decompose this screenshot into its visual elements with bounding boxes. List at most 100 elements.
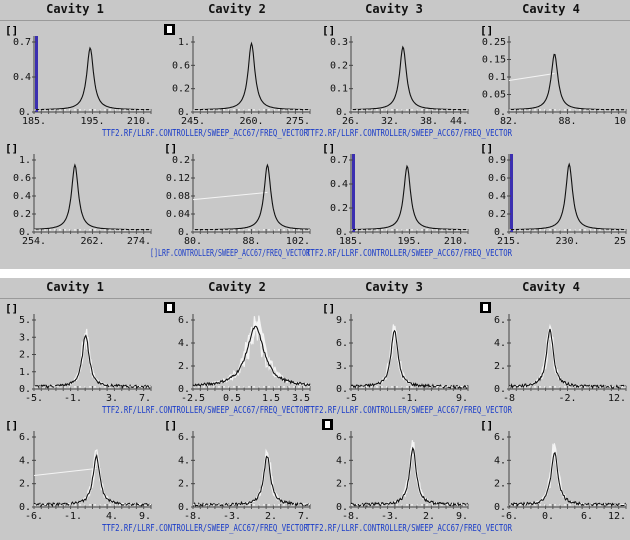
x-tick-label: 195. [397,236,421,247]
y-tick-label: 4. [178,455,190,466]
y-tick-label: 0.3 [330,37,348,48]
y-tick-label: 0. [19,227,31,238]
y-tick-label: 3. [336,361,348,372]
marker-bar [352,154,355,232]
plot-axes [192,154,310,233]
marker-bar [510,154,513,232]
scan-trace [34,336,152,388]
resonance-plot: []1. 0.6 0.4 0.2 0.254. 262. 274. [5,142,152,247]
plots-bottom: []5.3.2.1.0.-5. -1. 3. 7.6.4.2.0.-2.5 0.5 1.5… [5,302,627,534]
scan-trace [508,328,627,388]
resonance-plot: []0.2 0.12 0.08 0.04 0.80. 88. 102. [164,142,311,247]
unit-label: [] [480,142,493,155]
channel-path-label: TTF2.RF/LLRF.CONTROLLER/SWEEP_ACC67/FREQ… [102,128,309,139]
y-tick-label: 0. [336,384,348,395]
x-tick-label: 6. [581,511,593,522]
x-tick-label: -6. [500,511,518,522]
resonance-plot: 6. 4. 2. 0.-2.5 0.5 1.5 3.5 [164,302,311,404]
plot-axes [508,154,626,233]
scan-trace [508,323,626,388]
scan-trace [33,457,151,506]
x-tick-label: 38. [420,116,438,127]
x-tick-label: 80. [184,236,202,247]
plot-axes [508,431,626,508]
channel-path-label: TTF2.RF/LLRF.CONTROLLER/SWEEP_ACC67/FREQ… [102,405,309,416]
scan-trace [193,454,310,506]
resonance-plot: []0.7 0.4 0.185. 195. 210. [5,24,152,127]
x-tick-label: 10 [614,116,626,127]
y-tick-label: 4. [19,455,31,466]
channel-path-label: TTF2.RF/LLRF.CONTROLLER/SWEEP_ACC67/FREQ… [306,405,513,416]
cavity-title: Cavity 2 [208,2,266,16]
y-tick-label: 0.7 [330,155,348,166]
scan-trace [193,456,311,506]
y-tick-label: 3. [19,332,31,343]
resonance-curve [192,455,311,507]
x-tick-label: 9. [456,393,468,404]
unit-box-icon-inner [483,304,488,311]
unit-label: [] [164,419,177,432]
x-tick-label: 3. [106,393,118,404]
plot-axes [192,431,310,508]
scan-trace [350,327,469,388]
plot-axes [508,314,626,390]
scan-trace [350,324,468,388]
cavity-title: Cavity 3 [365,280,423,294]
cavity-title: Cavity 1 [46,280,104,294]
y-tick-label: 0. [178,107,190,118]
channel-path-label: TTF2.RF/LLRF.CONTROLLER/SWEEP_ACC67/FREQ… [306,523,513,534]
scan-trace [351,453,469,506]
x-tick-label: 210. [127,116,151,127]
y-tick-label: 0.4 [488,191,506,202]
resonance-curve [33,334,152,390]
y-tick-label: 0. [494,502,506,513]
resonance-curve [193,41,310,111]
y-tick-label: 4. [178,338,190,349]
x-tick-label: 82. [500,116,518,127]
x-tick-label: 7. [139,393,151,404]
y-tick-label: 0. [336,227,348,238]
resonance-plot: []0.3 0.2 0.1 0.26. 32. 38. 44. [322,24,469,127]
unit-label: [] [5,24,18,37]
y-tick-label: 0. [178,227,190,238]
y-tick-label: 1. [178,37,190,48]
x-tick-label: 12. [608,393,626,404]
x-tick-label: 0. [542,511,554,522]
y-tick-label: 6. [336,432,348,443]
x-tick-label: 7. [298,511,310,522]
resonance-curve [350,329,469,390]
cavity-title: Cavity 1 [46,2,104,16]
plot-axes [192,314,310,390]
x-tick-label: 25 [614,236,626,247]
x-tick-label: 9. [456,511,468,522]
resonance-plot: []9.6.3.0.-5 -1. 9. [322,302,469,404]
x-tick-label: 32. [381,116,399,127]
y-tick-label: 0.2 [172,84,190,95]
y-tick-label: 0. [19,107,31,118]
y-tick-label: 0. [336,107,348,118]
y-tick-label: 0.2 [172,155,190,166]
y-tick-label: 0.2 [330,203,348,214]
x-tick-label: 210. [444,236,468,247]
scan-trace [509,443,626,506]
y-tick-label: 0. [336,502,348,513]
y-tick-label: 6. [178,315,190,326]
resonance-curve [33,453,152,508]
scan-trace [34,328,151,388]
resonance-curve [34,163,152,231]
resonance-plot: 6. 4. 2. 0.-8 -2. 12. [480,302,627,404]
y-tick-label: 2. [336,479,348,490]
plot-axes [350,154,468,233]
unit-label: [] [5,419,18,432]
channel-path-label: TTF2.RF/LLRF.CONTROLLER/SWEEP_ACC67/FREQ… [102,523,309,534]
y-tick-label: 2. [178,361,190,372]
x-tick-label: 0.5 [223,393,241,404]
unit-label: [] [322,142,335,155]
x-tick-label: -5. [25,393,43,404]
unit-label: [] [5,302,18,315]
resonance-curve [351,45,469,111]
x-tick-label: 102. [286,236,310,247]
x-tick-label: -1. [64,393,82,404]
x-tick-label: 2. [423,511,435,522]
resonance-curve [350,446,469,508]
